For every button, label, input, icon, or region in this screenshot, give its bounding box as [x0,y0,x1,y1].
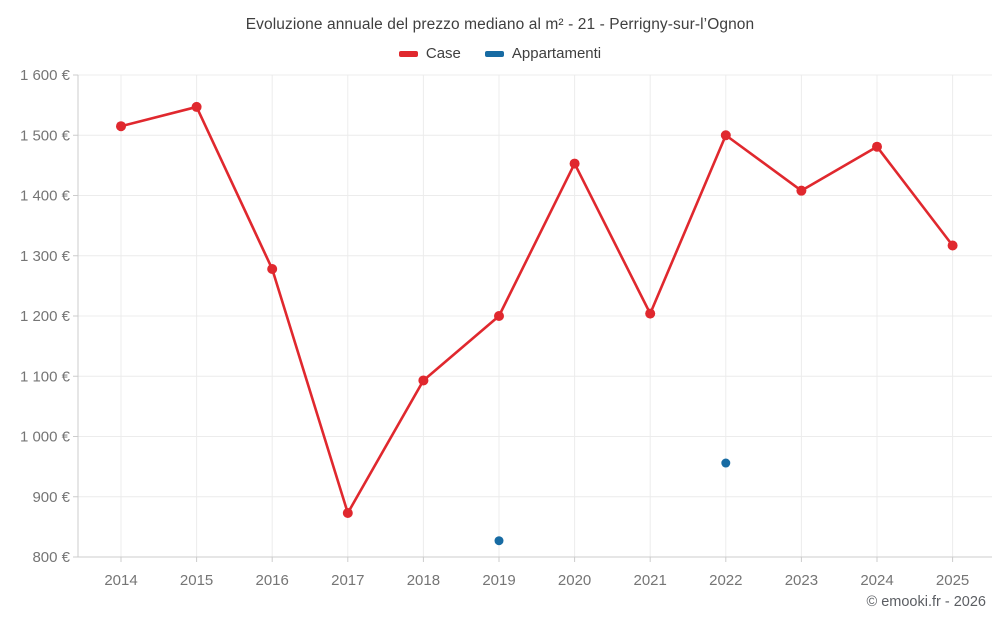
legend-item-appartamenti[interactable]: Appartamenti [484,45,602,62]
chart-title: Evoluzione annuale del prezzo mediano al… [245,16,755,33]
case-point-2020[interactable] [569,158,580,169]
case-point-2017[interactable] [342,508,353,519]
y-tick-label: 1 300 € [20,248,71,265]
appartamenti-point-2019[interactable] [494,536,504,546]
x-tick-label: 2023 [785,572,818,589]
x-tick-label: 2017 [331,572,364,589]
y-tick-label: 1 200 € [20,308,71,325]
case-point-2014[interactable] [116,121,126,132]
x-tick-label: 2016 [256,572,289,589]
y-tick-label: 1 500 € [20,127,71,144]
legend-label-appartamenti: Appartamenti [511,45,602,62]
y-tick-label: 800 € [32,549,70,566]
y-tick-label: 900 € [32,489,70,506]
y-tick-label: 1 400 € [20,188,71,205]
y-tick-label: 1 100 € [20,368,71,385]
appartamenti-series-marker-icon [484,50,504,57]
y-tick-label: 1 000 € [20,429,71,446]
case-line [119,105,954,515]
chart-credit: © emooki.fr - 2026 [866,594,986,610]
x-tick-label: 2021 [634,572,667,589]
case-point-2018[interactable] [418,375,429,386]
x-tick-label: 2015 [180,572,213,589]
case-series-marker-icon [398,50,418,57]
case-point-2019[interactable] [494,311,504,321]
case-point-2015[interactable] [191,101,202,112]
case-point-2024[interactable] [872,141,882,152]
x-tick-label: 2022 [709,572,742,589]
x-tick-label: 2014 [104,572,137,589]
x-tick-label: 2019 [482,572,515,589]
chart-legend: Case Appartamenti [0,45,1000,62]
x-tick-label: 2020 [558,572,591,589]
case-point-2025[interactable] [947,240,958,251]
case-point-2021[interactable] [645,308,656,319]
x-tick-label: 2018 [407,572,440,589]
appartamenti-point-2022[interactable] [721,458,731,468]
case-point-2022[interactable] [720,130,731,141]
legend-label-case: Case [425,45,461,62]
y-tick-label: 1 600 € [20,67,71,84]
x-tick-label: 2025 [936,572,969,589]
legend-item-case[interactable]: Case [398,45,461,62]
x-tick-label: 2024 [860,572,893,589]
case-point-2016[interactable] [267,264,278,275]
case-point-2023[interactable] [796,185,807,196]
